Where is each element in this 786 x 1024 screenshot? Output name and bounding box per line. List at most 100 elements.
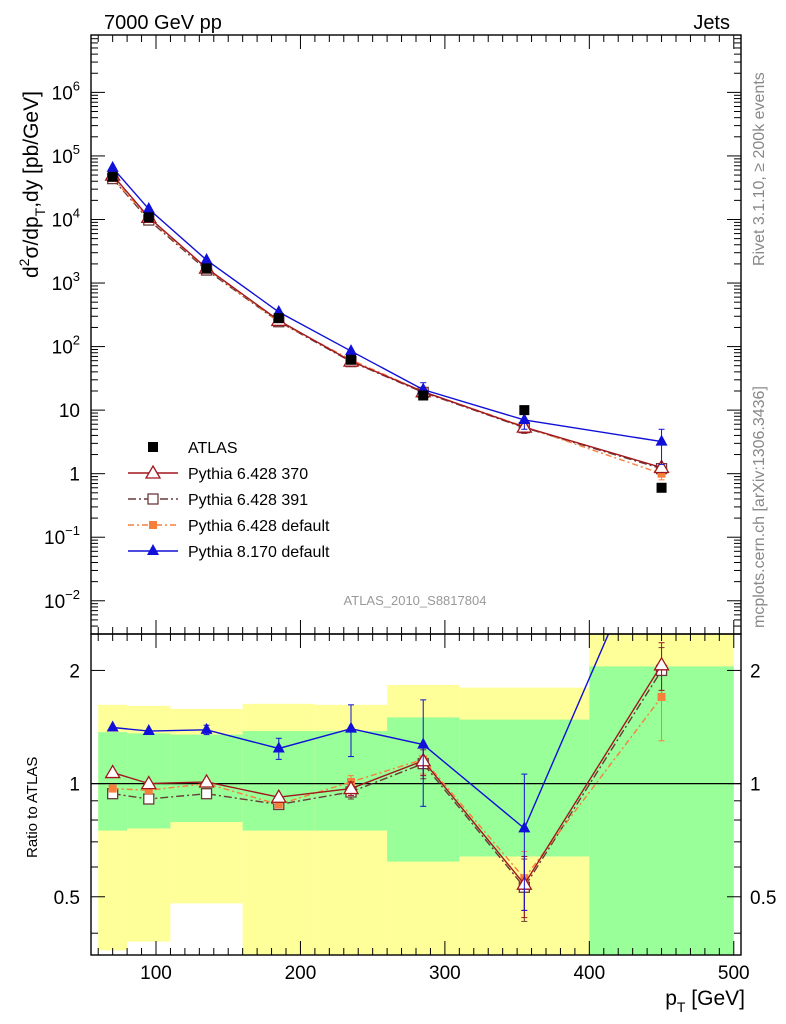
main-y-tick-label: 1 xyxy=(69,465,80,486)
legend-label: Pythia 8.170 default xyxy=(188,544,330,561)
main-point-atlas xyxy=(418,390,429,401)
main-line-pythia-8-170-default xyxy=(112,167,662,443)
legend-label: Pythia 6.428 391 xyxy=(188,492,308,509)
main-point-pythia-8-170-default xyxy=(200,253,213,265)
ratio-point-pythia-8-170-default xyxy=(200,722,213,734)
x-tick-label: 400 xyxy=(573,963,605,984)
main-y-tick-label: 10−2 xyxy=(44,587,80,613)
legend-marker xyxy=(147,493,159,505)
tick-label-base: 10 xyxy=(52,274,73,295)
ratio-line-pythia-8-170-default xyxy=(112,634,610,830)
legend-entry-pythia-6-428-370: Pythia 6.428 370 xyxy=(128,464,308,483)
ratio-y-tick-label-right: 0.5 xyxy=(750,888,776,909)
legend-marker xyxy=(147,544,159,555)
y-axis-title-top: d2σ/dpT,dy [pb/GeV] xyxy=(16,91,48,278)
ratio-point-pythia-6-428-370 xyxy=(342,780,360,795)
main-line-pythia-6-428-370 xyxy=(112,174,662,469)
legend-marker xyxy=(149,521,157,529)
main-frame xyxy=(90,34,742,635)
header-left: 7000 GeV pp xyxy=(104,12,222,34)
legend-label: Pythia 6.428 370 xyxy=(188,466,308,483)
main-y-tick-label: 102 xyxy=(52,333,80,359)
main-point-pythia-8-170-default xyxy=(518,412,531,424)
ratio-point-pythia-6-428-370 xyxy=(104,764,121,779)
ratio-point-pythia-6-428-default xyxy=(657,692,666,701)
ratio-panel: 100 200 300 400 500 2 2 1 1 0.5 0.5 xyxy=(54,35,776,984)
ratio-point-pythia-6-428-370 xyxy=(653,656,670,671)
x-axis: 100 200 300 400 500 xyxy=(97,35,750,984)
header-right: Jets xyxy=(693,12,730,34)
main-y-tick-label: 10 xyxy=(59,401,80,422)
main-point-atlas xyxy=(143,212,154,223)
main-y-tick-label: 106 xyxy=(52,78,80,104)
ratio-point-pythia-6-428-370 xyxy=(140,775,157,790)
ratio-y-tick-label-left: 2 xyxy=(69,661,80,682)
ratio-y-tick-label-right: 1 xyxy=(750,775,761,796)
ratio-point-pythia-8-170-default xyxy=(142,724,155,736)
ratio-y-tick-label-right: 2 xyxy=(750,661,761,682)
ratio-point-pythia-6-428-370 xyxy=(270,788,287,803)
tick-label-base: 10 xyxy=(52,83,73,104)
ratio-point-pythia-8-170-default xyxy=(417,737,430,749)
tick-label-base: 1 xyxy=(69,465,80,486)
ratio-point-pythia-6-428-default xyxy=(108,784,117,793)
tick-label-base: 10 xyxy=(59,401,80,422)
ratio-point-pythia-6-428-391 xyxy=(200,788,213,800)
main-point-pythia-8-170-default xyxy=(655,434,668,446)
tick-label-exponent: −1 xyxy=(65,523,80,538)
ratio-plot-area xyxy=(104,634,670,922)
main-series-atlas xyxy=(107,171,667,493)
tick-label-base: 10 xyxy=(52,210,73,231)
ratio-line-pythia-6-428-370 xyxy=(112,664,663,886)
x-tick-label: 100 xyxy=(140,963,172,984)
ratio-point-pythia-6-428-391 xyxy=(143,793,155,805)
rivet-version-text: Rivet 3.1.10, ≥ 200k events xyxy=(751,72,768,266)
ratio-y-tick-label-left: 0.5 xyxy=(54,888,80,909)
legend-marker xyxy=(148,442,158,452)
main-point-pythia-6-428-370 xyxy=(653,459,670,474)
main-point-atlas xyxy=(107,171,118,182)
tick-label-exponent: −2 xyxy=(65,587,80,602)
legend-marker xyxy=(144,464,162,479)
ratio-point-pythia-8-170-default xyxy=(106,720,119,732)
tick-label-base: 10 xyxy=(52,147,73,168)
tick-label-base: 10 xyxy=(44,528,65,549)
tick-label-exponent: 6 xyxy=(73,78,80,93)
legend-entry-pythia-6-428-default: Pythia 6.428 default xyxy=(128,518,330,535)
x-axis-title: pT [GeV] xyxy=(665,987,745,1015)
main-y-tick-label: 103 xyxy=(52,269,80,295)
y-axis-title-ratio: Ratio to ATLAS xyxy=(24,757,41,858)
legend-entry-atlas: ATLAS xyxy=(148,440,238,457)
mcplots-reference-text: mcplots.cern.ch [arXiv:1306.3436] xyxy=(751,386,768,628)
ratio-point-pythia-8-170-default xyxy=(518,821,531,833)
tick-label-exponent: 3 xyxy=(73,269,80,284)
ratio-point-pythia-6-428-370 xyxy=(198,773,215,788)
ratio-line-pythia-6-428-391 xyxy=(112,670,663,889)
main-y-tick-label: 104 xyxy=(52,205,80,231)
tick-label-base: 10 xyxy=(44,592,65,613)
analysis-label: ATLAS_2010_S8817804 xyxy=(344,593,487,608)
main-y-tick-label: 105 xyxy=(52,142,80,168)
ratio-line-pythia-6-428-default xyxy=(112,696,663,880)
tick-label-exponent: 4 xyxy=(73,205,80,220)
legend-label: ATLAS xyxy=(188,440,238,457)
main-plot-area xyxy=(104,160,670,493)
band-inner-0 xyxy=(98,732,128,831)
legend-label: Pythia 6.428 default xyxy=(188,518,330,535)
tick-label-exponent: 2 xyxy=(73,333,80,348)
main-point-atlas xyxy=(201,263,212,274)
main-point-atlas xyxy=(519,405,530,416)
ratio-point-pythia-8-170-default xyxy=(345,721,357,733)
main-point-pythia-8-170-default xyxy=(142,202,155,214)
ratio-point-pythia-6-428-default xyxy=(144,786,153,795)
tick-label-exponent: 5 xyxy=(73,142,80,157)
main-point-atlas xyxy=(346,354,356,365)
x-tick-label: 500 xyxy=(718,963,750,984)
legend-entry-pythia-6-428-391: Pythia 6.428 391 xyxy=(128,492,308,509)
main-point-pythia-6-428-default xyxy=(657,469,666,478)
legend: ATLAS Pythia 6.428 370 Pythia 6.428 391 Pyt… xyxy=(128,440,330,561)
ratio-y-axis: 2 2 1 1 0.5 0.5 xyxy=(54,661,776,934)
